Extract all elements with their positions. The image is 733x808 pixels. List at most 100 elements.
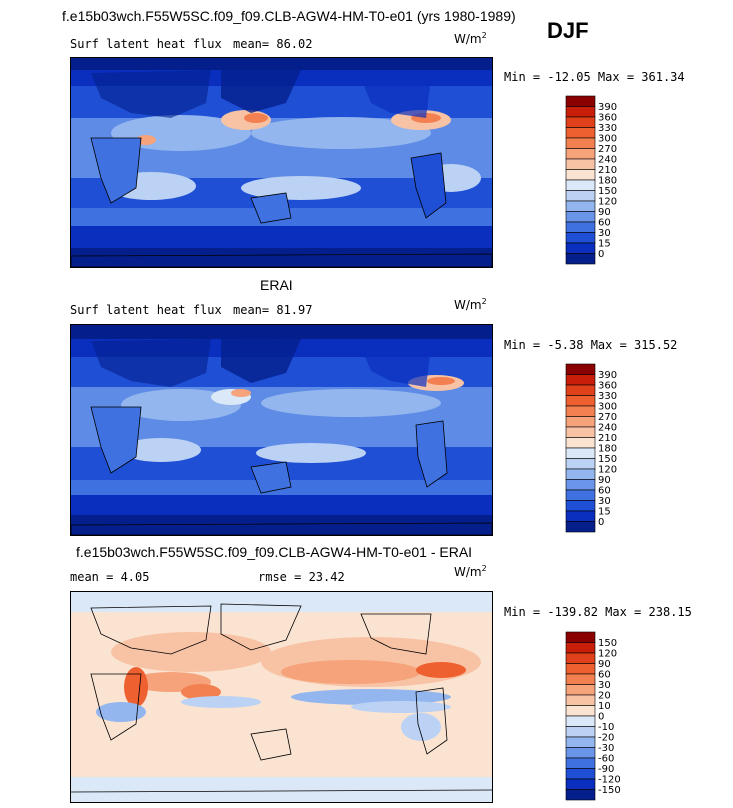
colorbar-swatch (565, 684, 596, 696)
colorbar-tick-label: 20 (598, 691, 611, 702)
panel1-unit: W/m2 (454, 31, 487, 46)
colorbar-tick-label: 120 (598, 197, 617, 208)
colorbar-swatch (565, 778, 596, 790)
colorbar-tick-label: 60 (598, 486, 611, 497)
panel1-colorbar: 390 360 330 300 270 240 210 180 150 120 90 60 30 15 0 (565, 95, 636, 272)
colorbar-swatch (565, 468, 596, 480)
colorbar-swatch (565, 127, 596, 139)
colorbar-swatch (565, 510, 596, 522)
colorbar-tick-label: 180 (598, 176, 617, 187)
colorbar-swatch (565, 447, 596, 459)
panel2-unit: W/m2 (454, 297, 487, 312)
colorbar-tick-label: 30 (598, 228, 611, 239)
colorbar-swatch (565, 416, 596, 428)
colorbar-tick-label: -150 (598, 785, 621, 796)
colorbar-tick-label: -20 (598, 733, 614, 744)
colorbar-swatch (565, 395, 596, 407)
colorbar-swatch (565, 200, 596, 212)
colorbar-tick-label: -10 (598, 722, 614, 733)
colorbar-swatch (565, 489, 596, 501)
panel1-map-field (71, 58, 492, 267)
colorbar-swatch (565, 158, 596, 170)
panel1-title: f.e15b03wch.F55W5SC.f09_f09.CLB-AGW4-HM-… (62, 8, 516, 24)
panel1-map (70, 57, 493, 268)
colorbar-swatch (565, 137, 596, 149)
panel2-map (70, 324, 493, 536)
panel2-title: ERAI (260, 277, 293, 293)
colorbar-tick-label: -90 (598, 764, 614, 775)
colorbar-tick-label: 390 (598, 102, 617, 113)
colorbar-tick-label: -60 (598, 754, 614, 765)
panel2-minmax: Min = -5.38 Max = 315.52 (504, 338, 678, 352)
colorbar-tick-label: 240 (598, 423, 617, 434)
colorbar-tick-label: 60 (598, 218, 611, 229)
colorbar-swatch (565, 242, 596, 254)
colorbar-tick-label: 240 (598, 155, 617, 166)
colorbar-swatch (565, 726, 596, 738)
colorbar-swatch (565, 652, 596, 664)
colorbar-tick-label: 150 (598, 454, 617, 465)
colorbar-swatch (565, 747, 596, 759)
colorbar-swatch (565, 405, 596, 417)
colorbar-tick-label: 300 (598, 134, 617, 145)
colorbar-swatch (565, 169, 596, 181)
panel1-mean-label: mean= 86.02 (233, 37, 313, 51)
colorbar-swatch (565, 253, 596, 265)
colorbar-tick-label: 0 (598, 517, 604, 528)
colorbar-tick-label: 90 (598, 207, 611, 218)
panel3-map (70, 591, 493, 803)
colorbar-tick-label: 15 (598, 507, 611, 518)
colorbar-swatch (565, 426, 596, 438)
colorbar-tick-label: 390 (598, 370, 617, 381)
colorbar-swatch (565, 148, 596, 160)
colorbar-swatch (565, 106, 596, 118)
colorbar-swatch (565, 211, 596, 223)
colorbar-swatch (565, 95, 596, 107)
colorbar-swatch (565, 190, 596, 202)
colorbar-tick-label: 360 (598, 113, 617, 124)
colorbar-tick-label: 30 (598, 680, 611, 691)
panel1-variable-label: Surf latent heat flux (70, 37, 222, 51)
season-label: DJF (547, 18, 589, 43)
panel1-minmax: Min = -12.05 Max = 361.34 (504, 70, 685, 84)
panel2-map-field (71, 325, 492, 535)
colorbar-tick-label: 270 (598, 412, 617, 423)
colorbar-tick-label: 120 (598, 649, 617, 660)
colorbar-swatch (565, 663, 596, 675)
colorbar-tick-label: 360 (598, 381, 617, 392)
panel2-variable-label: Surf latent heat flux (70, 303, 222, 317)
colorbar-swatch (565, 705, 596, 717)
colorbar-tick-label: 180 (598, 444, 617, 455)
colorbar-swatch (565, 768, 596, 780)
colorbar-tick-label: 10 (598, 701, 611, 712)
colorbar-swatch (565, 221, 596, 233)
colorbar-swatch (565, 642, 596, 654)
panel3-map-field (71, 592, 492, 802)
colorbar-tick-label: 300 (598, 402, 617, 413)
colorbar-tick-label: 60 (598, 670, 611, 681)
colorbar-tick-label: 120 (598, 465, 617, 476)
colorbar-swatch (565, 521, 596, 533)
colorbar-tick-label: 0 (598, 712, 604, 723)
colorbar-swatch (565, 437, 596, 449)
colorbar-tick-label: 15 (598, 239, 611, 250)
colorbar-swatch (565, 673, 596, 685)
panel2-mean-label: mean= 81.97 (233, 303, 313, 317)
colorbar-swatch (565, 458, 596, 470)
colorbar-swatch (565, 384, 596, 396)
colorbar-swatch (565, 500, 596, 512)
colorbar-swatch (565, 736, 596, 748)
colorbar-tick-label: 150 (598, 186, 617, 197)
colorbar-swatch (565, 479, 596, 491)
colorbar-tick-label: 90 (598, 659, 611, 670)
colorbar-swatch (565, 116, 596, 128)
colorbar-tick-label: 0 (598, 249, 604, 260)
colorbar-swatch (565, 789, 596, 801)
colorbar-swatch (565, 363, 596, 375)
colorbar-tick-label: 330 (598, 123, 617, 134)
panel3-mean-label: mean = 4.05 (70, 570, 150, 584)
colorbar-tick-label: -120 (598, 775, 621, 786)
